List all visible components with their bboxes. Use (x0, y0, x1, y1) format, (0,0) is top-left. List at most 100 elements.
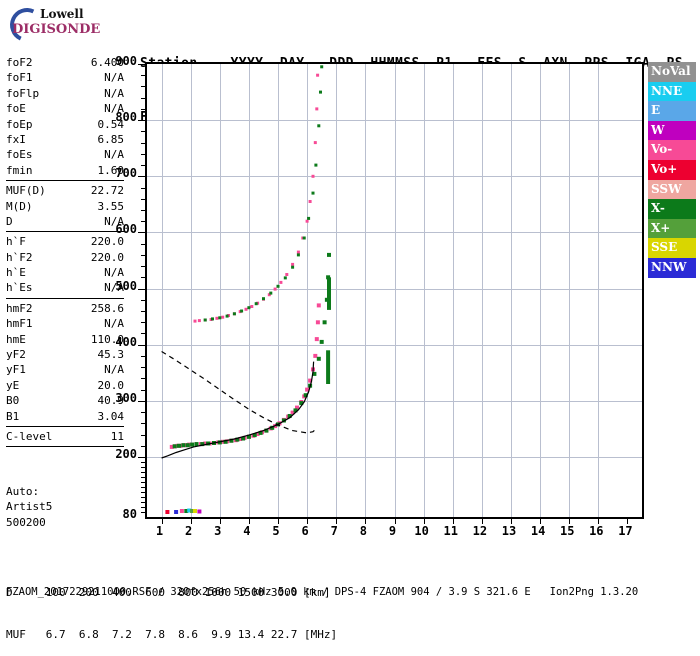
x-axis-tick (569, 517, 571, 524)
legend-item-sse[interactable]: SSE (648, 238, 696, 258)
y-axis-tick-minor (141, 400, 147, 402)
parameter-row: yE 20.0 (6, 378, 124, 393)
legend-item-nnw[interactable]: NNW (648, 257, 696, 278)
parameter-value: 6.400 (90, 56, 124, 69)
y-axis-tick-minor (141, 221, 147, 223)
parameter-name: hmE (6, 332, 26, 346)
ionospheric-parameters-panel: foF2 6.400 foF1 N/A foFlp N/A foE N/A foEp 0.54 fx… (6, 55, 124, 449)
parameter-row: h`Es N/A (6, 280, 124, 295)
x-axis-label: 10 (414, 524, 429, 538)
legend-item-noval[interactable]: NoVal (648, 62, 696, 82)
y-axis-tick-minor (141, 462, 147, 463)
legend-item-x-[interactable]: X- (648, 199, 696, 219)
y-axis-label: 700 (115, 166, 137, 181)
parameter-name: hmF2 (6, 301, 33, 315)
parameter-name: hmF1 (6, 317, 33, 331)
legend-item-ssw[interactable]: SSW (648, 179, 696, 200)
parameter-value: 22.72 (90, 184, 124, 198)
lowell-digisonde-logo: Lowell DIGISONDE (5, 3, 128, 47)
cusp-x-cusp-lower (326, 350, 331, 384)
parameter-value: 1.60 (97, 163, 125, 177)
ionogram-plot[interactable] (138, 62, 644, 524)
parameter-name: foEp (6, 117, 33, 131)
parameter-row: foE N/A (6, 101, 124, 116)
parameter-name: foE (6, 102, 26, 116)
grid-line-vertical (336, 64, 338, 517)
auto-artist-version: Artist5 (6, 500, 53, 514)
parameter-value: 11 (110, 429, 124, 443)
grid-line-vertical (452, 64, 454, 517)
x-axis-label: 13 (501, 524, 517, 538)
parameter-name: h`F2 (6, 250, 33, 264)
parameter-value: 220.0 (90, 235, 124, 249)
y-axis-tick-minor (141, 497, 147, 498)
y-axis-tick-minor (141, 97, 147, 99)
x-axis-label: 11 (443, 524, 458, 538)
y-axis-label-baseline: 80 (122, 507, 137, 521)
y-axis-tick-minor (141, 176, 147, 178)
parameter-row: foEs N/A (6, 147, 124, 162)
grid-line-horizontal (147, 457, 642, 458)
parameter-value: 3.55 (97, 199, 125, 213)
y-axis-label: 300 (115, 390, 137, 405)
y-axis-tick-minor (141, 187, 147, 189)
legend-item-e[interactable]: E (648, 101, 696, 121)
grid-line-horizontal (147, 288, 642, 290)
x-axis-tick (481, 517, 483, 524)
logo-lowell-text: Lowell (40, 7, 84, 21)
legend-item-w[interactable]: W (648, 120, 696, 141)
grid-line-vertical (569, 64, 571, 517)
x-axis-label: 17 (618, 524, 633, 538)
legend-item-x-[interactable]: X+ (648, 218, 696, 239)
y-axis-tick-minor (141, 502, 147, 503)
legend-item-vo-[interactable]: Vo- (648, 140, 696, 160)
parameter-row: foF1 N/A (6, 70, 124, 85)
parameter-value: 220.0 (90, 250, 124, 264)
parameter-row: hmE 110.0 (6, 332, 124, 347)
x-axis-label: 8 (359, 524, 367, 538)
y-axis-label: 400 (115, 334, 137, 349)
y-axis-tick-minor (141, 311, 147, 313)
grid-line-horizontal (147, 344, 642, 346)
parameter-row: D N/A (6, 214, 124, 229)
x-axis-tick (248, 517, 250, 524)
x-axis-tick (423, 517, 425, 524)
auto-scaling-block: Auto: Artist5 500200 (6, 484, 52, 530)
x-axis-label: 12 (472, 524, 488, 538)
parameter-name: D (6, 214, 13, 228)
auto-label: Auto: (6, 485, 40, 498)
parameter-value: N/A (104, 317, 124, 331)
parameter-row: fxI 6.85 (6, 132, 124, 147)
x-axis-label: 6 (301, 524, 309, 538)
parameter-separator (6, 180, 124, 182)
y-axis-label: 800 (115, 110, 137, 125)
parameter-row: yF2 45.3 (6, 347, 124, 362)
grid-line-vertical (394, 64, 396, 517)
parameter-value: 20.0 (97, 378, 125, 392)
y-axis-tick-minor (141, 434, 147, 436)
x-axis-tick (598, 517, 600, 524)
grid-line-vertical (307, 64, 309, 517)
parameter-value: N/A (104, 214, 124, 228)
direction-legend: NoVal NNE E W Vo- Vo+ SSW X- X+ SSE NNW (648, 62, 696, 278)
legend-item-vo-[interactable]: Vo+ (648, 159, 696, 180)
x-axis-tick (219, 517, 221, 524)
y-axis-tick-minor (141, 299, 147, 301)
parameter-name: fxI (6, 132, 26, 146)
x-axis-tick (161, 517, 163, 524)
y-axis-tick-minor (141, 142, 147, 144)
x-axis-label: 15 (559, 524, 575, 538)
y-axis-tick-minor (141, 277, 147, 279)
parameter-value: N/A (104, 148, 124, 162)
y-axis-tick-minor (141, 412, 147, 414)
y-axis-label: 600 (115, 222, 137, 237)
legend-item-nne[interactable]: NNE (648, 81, 696, 102)
y-axis-tick-minor (141, 120, 147, 122)
parameter-value: N/A (104, 71, 124, 85)
y-axis-tick-minor (141, 477, 147, 478)
y-axis-tick-minor (141, 232, 147, 234)
grid-line-vertical (365, 64, 367, 517)
y-axis-tick-minor (141, 355, 147, 357)
y-axis-tick-minor (141, 243, 147, 245)
parameter-value: N/A (104, 266, 124, 280)
